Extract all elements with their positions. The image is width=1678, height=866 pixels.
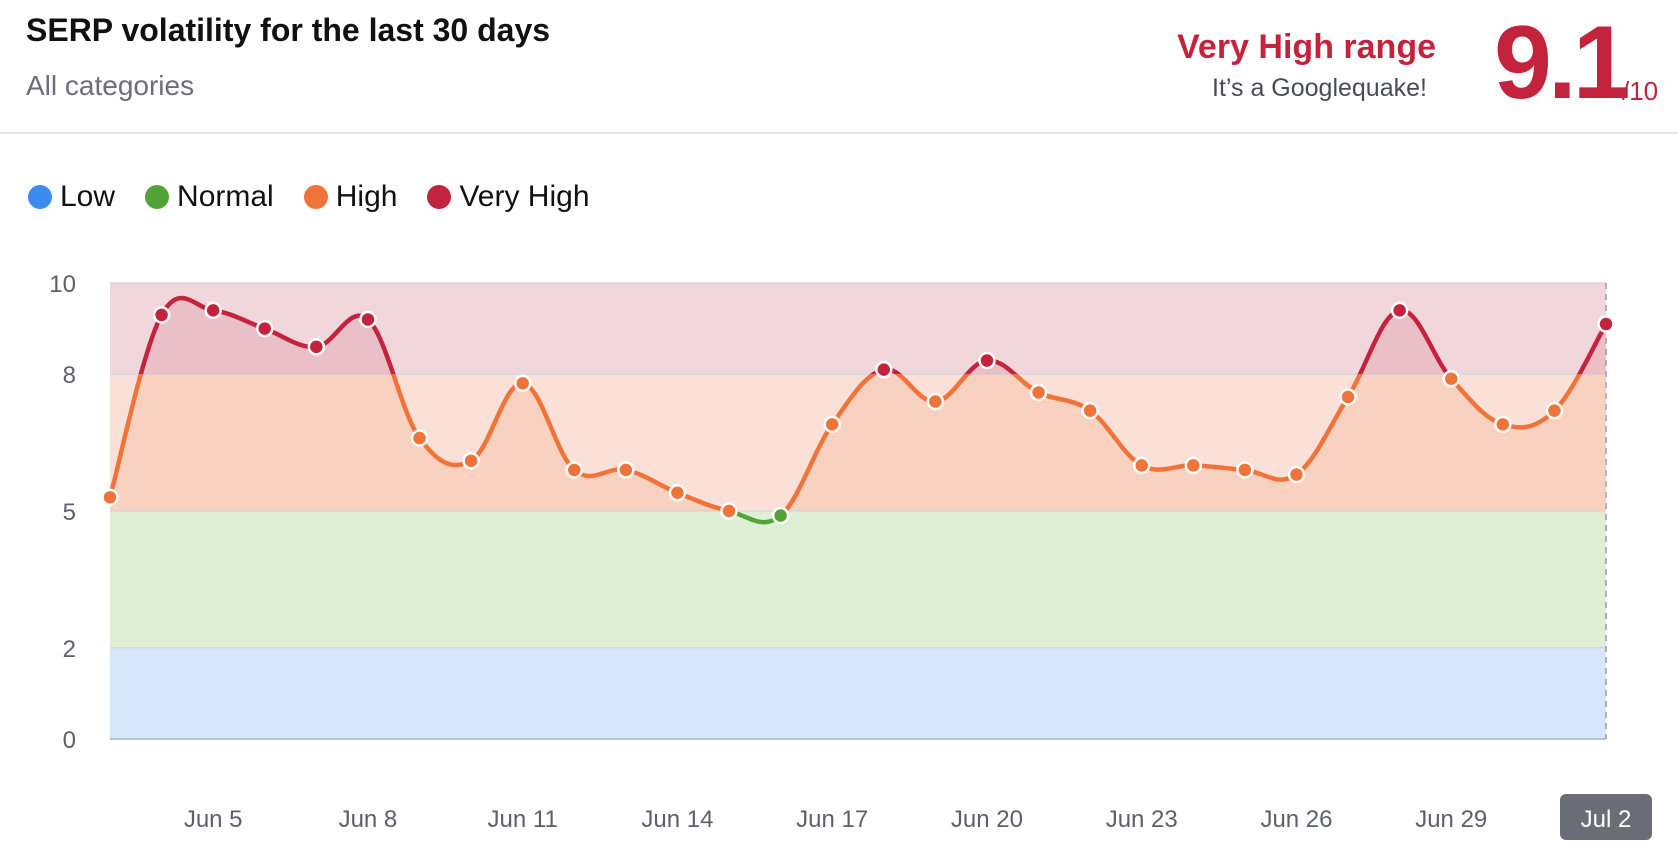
data-point xyxy=(410,429,429,447)
y-tick-label: 2 xyxy=(63,636,76,663)
current-date-badge xyxy=(1560,794,1652,840)
legend-item-normal[interactable]: Normal xyxy=(145,180,274,214)
data-point xyxy=(1597,315,1615,333)
legend-item-very-high[interactable]: Very High xyxy=(427,180,590,214)
data-point xyxy=(1545,401,1564,420)
data-point xyxy=(1442,370,1460,388)
data-point xyxy=(1287,465,1306,484)
score-max: /10 xyxy=(1622,76,1659,106)
data-point xyxy=(462,452,480,470)
data-point xyxy=(1029,383,1048,402)
data-point xyxy=(617,461,635,479)
category-subtitle: All categories xyxy=(26,70,195,101)
data-point xyxy=(720,502,738,520)
x-tick-label: Jun 5 xyxy=(184,806,243,833)
legend-dot-icon xyxy=(28,185,52,209)
volatility-score: 9.1 xyxy=(1494,5,1631,121)
y-tick-label: 5 xyxy=(63,499,76,526)
legend-item-high[interactable]: High xyxy=(303,180,398,214)
data-point xyxy=(101,488,119,507)
data-point xyxy=(204,301,222,320)
y-tick-label: 10 xyxy=(49,271,76,298)
x-tick-label: Jun 26 xyxy=(1260,806,1332,833)
data-point xyxy=(926,392,945,411)
data-point xyxy=(771,506,790,525)
band-very-high xyxy=(110,283,1606,375)
x-tick-label: Jun 14 xyxy=(641,806,713,833)
data-point xyxy=(823,415,841,434)
legend-label: Very High xyxy=(459,180,590,213)
data-point xyxy=(978,351,996,370)
series-line-very-high xyxy=(138,295,1608,375)
area-fill-very-high xyxy=(140,298,1606,375)
legend-dot-icon xyxy=(145,185,170,209)
x-tick-label: Jun 8 xyxy=(339,806,398,833)
data-point xyxy=(1339,388,1357,406)
band-normal xyxy=(110,511,1606,648)
y-tick-label: 0 xyxy=(63,727,76,754)
data-point xyxy=(1390,301,1409,320)
page-title: SERP volatility for the last 30 days xyxy=(26,12,551,48)
data-point xyxy=(1236,461,1254,479)
legend-label: High xyxy=(335,180,398,213)
legend-dot-icon xyxy=(303,185,328,209)
data-point xyxy=(513,374,532,393)
y-tick-label: 8 xyxy=(63,362,76,389)
data-point xyxy=(1494,415,1512,434)
data-point xyxy=(668,484,687,502)
chart-legend: Low Normal High Very High xyxy=(28,180,590,214)
volatility-line-chart: 10 8 5 2 0 Jun 5 Jun 8 Jun 11 Jun 14 Jun 17 Jun 20… xyxy=(49,271,1652,840)
legend-label: Normal xyxy=(177,180,274,213)
legend-label: Low xyxy=(60,180,116,213)
x-tick-label: Jun 29 xyxy=(1415,806,1487,833)
band-low xyxy=(110,647,1606,739)
area-fill-high xyxy=(110,374,1606,511)
data-point xyxy=(152,306,171,324)
legend-dot-icon xyxy=(427,185,452,209)
data-point xyxy=(256,319,274,338)
chart-header: SERP volatility for the last 30 days All… xyxy=(0,0,1678,134)
range-label: Very High range xyxy=(1177,28,1436,66)
x-tick-label: Jun 23 xyxy=(1106,806,1178,833)
data-point xyxy=(307,338,326,356)
data-point xyxy=(1184,456,1203,475)
x-tick-label: Jun 20 xyxy=(951,806,1023,833)
data-point xyxy=(359,310,377,329)
x-tick-label: Jun 11 xyxy=(488,806,558,833)
range-description: It’s a Googlequake! xyxy=(1212,74,1427,102)
data-point xyxy=(1081,401,1099,420)
x-tick-label: Jun 17 xyxy=(796,806,868,833)
legend-item-low[interactable]: Low xyxy=(28,180,115,214)
data-point xyxy=(875,360,893,379)
x-tick-label: Jul 2 xyxy=(1581,806,1632,833)
data-point xyxy=(565,461,584,479)
data-point xyxy=(1132,456,1151,475)
